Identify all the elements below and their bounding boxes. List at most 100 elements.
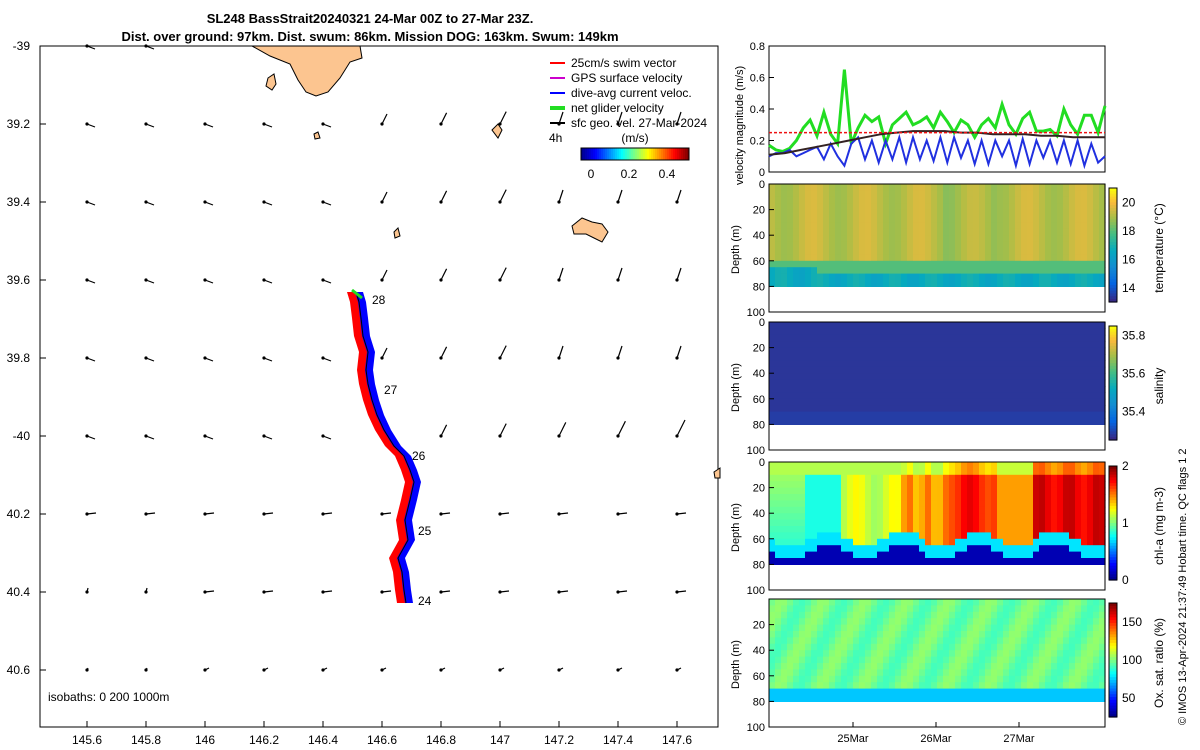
heatmap-cell [955,347,962,355]
heatmap-cell [937,360,944,368]
heatmap-cell [769,494,776,501]
heatmap-cell [997,551,1004,559]
heatmap-cell [1075,235,1082,243]
heatmap-cell [1039,254,1046,262]
heatmap-cell [919,643,926,651]
heatmap-cell [973,196,980,204]
heatmap-cell [799,487,806,495]
heatmap-cell [1027,643,1034,651]
heatmap-cell [787,481,794,489]
heatmap-cell [979,618,986,626]
heatmap-cell [955,494,962,501]
colorbar-cell [1109,247,1117,252]
heatmap-cell [1063,506,1070,514]
map-y-tick-label: -39 [13,39,31,53]
heatmap-cell [877,241,884,249]
heatmap-cell [805,631,812,638]
heatmap-cell [949,675,956,683]
heatmap-cell [1057,519,1064,527]
heatmap-cell [883,513,890,521]
heatmap-cell [853,611,860,619]
heatmap-cell [805,379,812,387]
heatmap-cell [823,248,830,255]
heatmap-cell [943,360,950,368]
heatmap-cell [967,611,974,619]
heatmap-cell [781,605,788,613]
heatmap-cell [1099,656,1106,664]
heatmap-cell [991,474,998,482]
heatmap-cell [931,618,938,626]
heatmap-cell [949,411,956,419]
heatmap-cell [1057,643,1064,651]
heatmap-cell [799,209,806,217]
heatmap-cell [919,624,926,632]
heatmap-cell [859,675,866,683]
heatmap-cell [919,392,926,400]
heatmap-cell [979,551,986,559]
heatmap-cell [805,190,812,198]
colorbar-cell [1109,494,1117,498]
map-x-tick-label: 145.8 [131,733,161,747]
heatmap-cell [895,341,902,349]
heatmap-cell [871,273,878,281]
heatmap-cell [841,605,848,613]
heatmap-cell [817,184,824,191]
heatmap-cell [931,637,938,645]
heatmap-cell [805,334,812,342]
heatmap-cell [1093,474,1100,482]
heatmap-cell [883,386,890,393]
heatmap-cell [913,663,920,670]
colorbar-cell [1109,614,1117,618]
heatmap-cell [1069,468,1076,476]
heatmap-cell [847,605,854,613]
geo-velocity-origin [262,356,266,360]
heatmap-cell [913,354,920,361]
heatmap-cell [1057,334,1064,342]
heatmap-cell [1051,506,1058,514]
colorbar-cell [601,148,604,160]
heatmap-cell [817,551,824,559]
heatmap-cell [865,500,872,508]
heatmap-cell [853,545,860,553]
heatmap-cell [907,379,914,387]
heatmap-cell [1033,228,1040,236]
heatmap-cell [1027,551,1034,559]
heatmap-cell [913,209,920,217]
heatmap-cell [997,392,1004,400]
heatmap-cell [823,611,830,619]
heatmap-cell [787,675,794,683]
heatmap-cell [979,322,986,329]
heatmap-cell [835,462,842,469]
heatmap-cell [889,273,896,281]
heatmap-cell [913,222,920,230]
colorbar-cell [1109,548,1117,553]
colorbar-cell [1109,543,1117,547]
heatmap-cell [1081,605,1088,613]
heatmap-cell [817,656,824,664]
heatmap-cell [967,526,974,533]
heatmap-cell [1003,354,1010,361]
heatmap-cell [1069,334,1076,342]
heatmap-cell [955,624,962,632]
heatmap-cell [841,468,848,476]
island [265,73,277,91]
heatmap-cell [811,280,818,287]
colorbar-cell [1109,279,1117,283]
heatmap-cell [931,611,938,619]
heatmap-cell [913,462,920,469]
heatmap-cell [865,379,872,387]
heatmap-cell [895,650,902,658]
legend-label: 25cm/s swim vector [571,56,676,70]
heatmap-cell [901,650,908,658]
heatmap-cell [973,411,980,419]
heatmap-cell [1087,643,1094,651]
geo-velocity-origin [616,122,620,126]
heatmap-cell [877,605,884,613]
heatmap-cell [805,605,812,613]
heatmap-cell [811,235,818,243]
colorbar-cell [1109,293,1117,297]
colorbar-cell [1109,554,1117,558]
heatmap-cell [979,254,986,262]
heatmap-cell [1021,360,1028,368]
heatmap-cell [931,532,938,540]
